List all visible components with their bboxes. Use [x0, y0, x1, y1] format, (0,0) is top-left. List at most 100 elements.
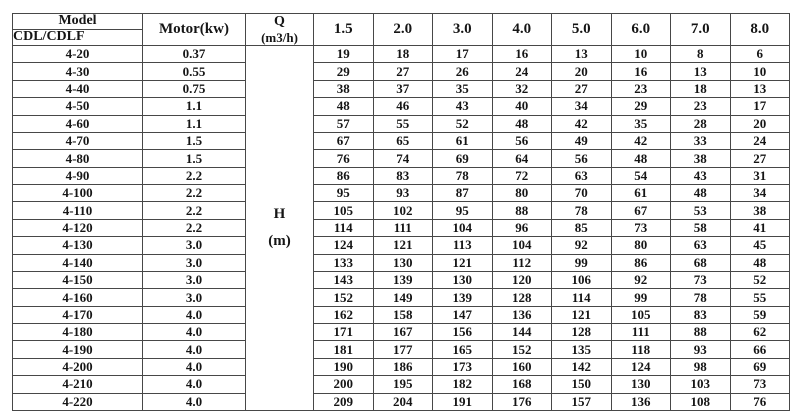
head-value-cell: 62	[729, 322, 790, 342]
head-value-cell: 24	[491, 62, 552, 81]
head-unit-cell: H (m)	[245, 45, 314, 411]
q-symbol: Q	[274, 13, 285, 29]
head-value-cell: 27	[551, 79, 612, 99]
head-value-cell: 98	[670, 357, 731, 377]
table-row: 4-160 3.0 152 149 139 128 114 99 78 55	[12, 288, 790, 307]
head-value-cell: 68	[670, 253, 731, 272]
head-value-cell: 95	[432, 201, 493, 220]
motor-power-cell: 1.5	[142, 149, 246, 168]
head-value-cell: 177	[372, 340, 433, 359]
motor-power-cell: 3.0	[142, 288, 246, 307]
head-value-cell: 88	[670, 322, 731, 342]
head-value-cell: 52	[432, 114, 493, 133]
head-value-cell: 17	[432, 44, 493, 64]
table-row: 4-170 4.0 162 158 147 136 121 105 83 59	[12, 305, 790, 325]
motor-power-cell: 0.37	[142, 44, 246, 64]
head-value-cell: 16	[610, 62, 671, 81]
head-value-cell: 111	[610, 322, 671, 342]
head-value-cell: 10	[729, 62, 790, 81]
header-flow-7.0: 7.0	[670, 13, 731, 46]
head-value-cell: 102	[372, 201, 433, 220]
head-value-cell: 86	[313, 166, 374, 186]
head-value-cell: 24	[729, 131, 790, 151]
head-value-cell: 67	[610, 201, 671, 220]
model-cell: 4-50	[12, 97, 143, 116]
head-value-cell: 27	[372, 62, 433, 81]
head-value-cell: 160	[491, 357, 552, 377]
head-value-cell: 41	[729, 218, 790, 238]
head-value-cell: 67	[313, 131, 374, 151]
head-value-cell: 83	[670, 305, 731, 325]
head-value-cell: 120	[491, 270, 552, 290]
head-value-cell: 48	[610, 149, 671, 168]
head-value-cell: 186	[372, 357, 433, 377]
table-row: 4-60 1.1 57 55 52 48 42 35 28 20	[12, 114, 790, 133]
head-value-cell: 59	[729, 305, 790, 325]
head-value-cell: 23	[610, 79, 671, 99]
table-row: 4-190 4.0 181 177 165 152 135 118 93 66	[12, 340, 790, 359]
head-value-cell: 168	[491, 375, 552, 394]
motor-power-cell: 2.2	[142, 218, 246, 238]
head-value-cell: 105	[313, 201, 374, 220]
header-series: CDL/CDLF	[12, 29, 143, 46]
head-value-cell: 19	[313, 44, 374, 64]
head-value-cell: 191	[432, 392, 493, 411]
head-value-cell: 31	[729, 166, 790, 186]
model-cell: 4-180	[12, 322, 143, 342]
head-value-cell: 190	[313, 357, 374, 377]
table-row: 4-100 2.2 95 93 87 80 70 61 48 34	[12, 183, 790, 203]
head-value-cell: 88	[491, 201, 552, 220]
table-row: 4-210 4.0 200 195 182 168 150 130 103 73	[12, 375, 790, 394]
head-value-cell: 106	[551, 270, 612, 290]
head-value-cell: 42	[551, 114, 612, 133]
head-value-cell: 40	[491, 97, 552, 116]
head-value-cell: 92	[610, 270, 671, 290]
header-flow-1.5: 1.5	[313, 13, 374, 46]
table-row: 4-200 4.0 190 186 173 160 142 124 98 69	[12, 357, 790, 377]
motor-power-cell: 4.0	[142, 392, 246, 411]
head-value-cell: 86	[610, 253, 671, 272]
head-value-cell: 104	[491, 236, 552, 255]
head-value-cell: 37	[372, 79, 433, 99]
header-flow-2.0: 2.0	[372, 13, 433, 46]
head-value-cell: 32	[491, 79, 552, 99]
head-value-cell: 165	[432, 340, 493, 359]
table-body: 4-20 0.37 H (m) 19 18 17 16 13 10 8 6 4-30 0.55 29 27 26…	[12, 44, 790, 411]
head-value-cell: 63	[551, 166, 612, 186]
head-value-cell: 136	[610, 392, 671, 411]
head-value-cell: 38	[313, 79, 374, 99]
head-value-cell: 133	[313, 253, 374, 272]
header-flow-4.0: 4.0	[491, 13, 552, 46]
model-cell: 4-220	[12, 392, 143, 411]
head-value-cell: 57	[313, 114, 374, 133]
head-value-cell: 112	[491, 253, 552, 272]
header-flow-3.0: 3.0	[432, 13, 493, 46]
head-value-cell: 27	[729, 149, 790, 168]
model-cell: 4-100	[12, 183, 143, 203]
head-value-cell: 58	[670, 218, 731, 238]
header-row-1: Model Motor(kw) Q (m3/h) 1.5 2.0 3.0 4.0 5.0…	[12, 13, 790, 46]
head-value-cell: 130	[610, 375, 671, 394]
head-value-cell: 13	[729, 79, 790, 99]
head-value-cell: 61	[432, 131, 493, 151]
head-value-cell: 56	[491, 131, 552, 151]
model-cell: 4-20	[12, 44, 143, 64]
head-value-cell: 73	[729, 375, 790, 394]
head-value-cell: 29	[610, 97, 671, 116]
head-value-cell: 85	[551, 218, 612, 238]
head-value-cell: 104	[432, 218, 493, 238]
head-value-cell: 152	[491, 340, 552, 359]
head-value-cell: 45	[729, 236, 790, 255]
model-cell: 4-170	[12, 305, 143, 325]
table-row: 4-120 2.2 114 111 104 96 85 73 58 41	[12, 218, 790, 238]
motor-power-cell: 4.0	[142, 357, 246, 377]
head-value-cell: 48	[491, 114, 552, 133]
head-value-cell: 96	[491, 218, 552, 238]
head-value-cell: 95	[313, 183, 374, 203]
head-value-cell: 26	[432, 62, 493, 81]
head-value-cell: 43	[432, 97, 493, 116]
model-cell: 4-150	[12, 270, 143, 290]
head-value-cell: 10	[610, 44, 671, 64]
head-value-cell: 139	[432, 288, 493, 307]
head-symbol: H	[273, 205, 286, 222]
